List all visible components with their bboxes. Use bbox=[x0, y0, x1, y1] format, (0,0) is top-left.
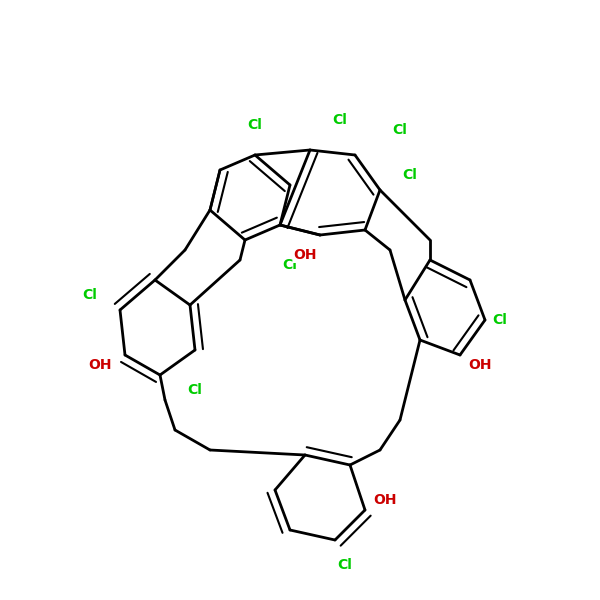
Text: OH: OH bbox=[373, 493, 397, 507]
Text: OH: OH bbox=[468, 358, 492, 372]
Text: Cl: Cl bbox=[338, 558, 352, 572]
Text: Cl: Cl bbox=[83, 288, 97, 302]
Text: Cl: Cl bbox=[493, 313, 508, 327]
Text: Cl: Cl bbox=[188, 383, 202, 397]
Text: OH: OH bbox=[293, 248, 317, 262]
Text: Cl: Cl bbox=[283, 258, 298, 272]
Text: Cl: Cl bbox=[332, 113, 347, 127]
Text: Cl: Cl bbox=[248, 118, 262, 132]
Text: Cl: Cl bbox=[403, 168, 418, 182]
Text: OH: OH bbox=[88, 358, 112, 372]
Text: Cl: Cl bbox=[392, 123, 407, 137]
